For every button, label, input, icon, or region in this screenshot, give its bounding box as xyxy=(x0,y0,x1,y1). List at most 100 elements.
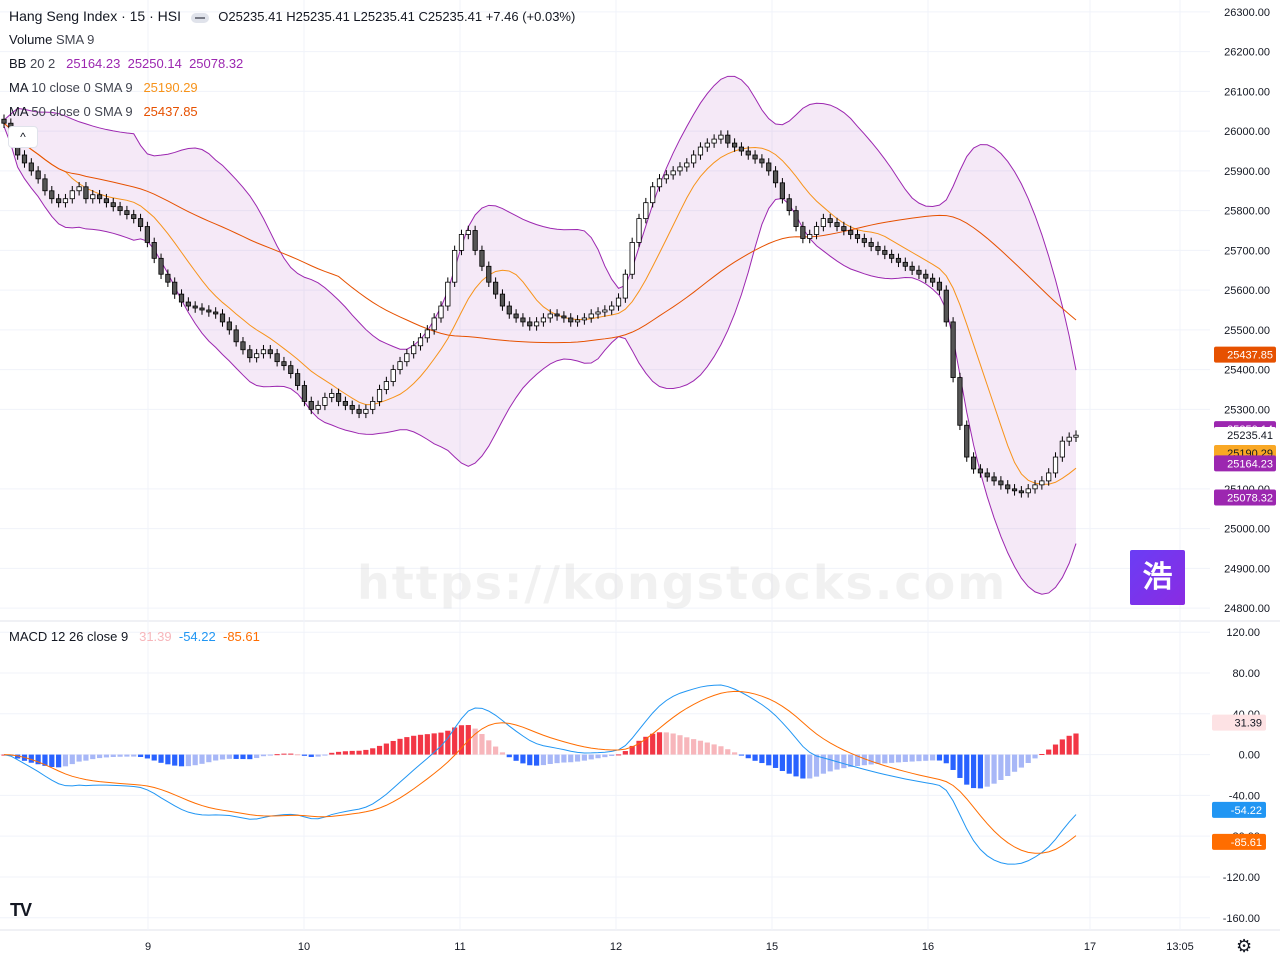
ma10-value: 25190.29 xyxy=(143,80,198,95)
ma50-price-tag-bg xyxy=(1214,346,1276,363)
collapse-legend-button[interactable]: ^ xyxy=(8,126,38,148)
macd-histogram-bar xyxy=(90,754,96,760)
macd-histogram-bar xyxy=(376,745,383,755)
macd-histogram-bar xyxy=(117,754,123,757)
symbol-title[interactable]: Hang Seng Index · 15 · HSI xyxy=(9,8,181,24)
bb-params: 20 2 xyxy=(29,56,56,71)
candle-body xyxy=(21,154,28,164)
macd-histogram-bar xyxy=(957,754,963,778)
macd-histogram-bar xyxy=(889,754,895,763)
macd-y-tick-label: -40.00 xyxy=(1229,790,1260,802)
macd-histogram-bar xyxy=(943,754,949,764)
macd-histogram-bar xyxy=(656,732,663,755)
candle-body xyxy=(745,150,751,156)
candle-body xyxy=(827,218,833,223)
ma50-name: MA xyxy=(9,104,28,119)
macd-histogram-bar xyxy=(820,754,826,774)
macd-histogram-bar xyxy=(950,754,956,770)
candle-body xyxy=(28,162,34,172)
macd-legend[interactable]: MACD 12 26 close 9 31.39 -54.22 -85.61 xyxy=(9,629,260,644)
macd-histogram-bar xyxy=(254,754,260,759)
macd-histogram-bar xyxy=(923,754,929,761)
y-tick-label: 25500.00 xyxy=(1224,325,1270,337)
macd-histogram-bar xyxy=(1073,733,1079,755)
candle-body xyxy=(137,218,144,227)
volume-legend[interactable]: Volume SMA 9 xyxy=(9,31,94,49)
ohlc-values: O25235.41 H25235.41 L25235.41 C25235.41 … xyxy=(218,9,576,24)
gear-icon[interactable]: ⚙ xyxy=(1236,936,1253,956)
macd-histogram-bar xyxy=(766,754,772,766)
ma10-params: 10 close 0 SMA 9 xyxy=(31,80,133,95)
tradingview-logo-icon[interactable]: TV xyxy=(10,900,32,920)
y-tick-label: 25000.00 xyxy=(1224,524,1270,536)
macd-y-tick-label: 0.00 xyxy=(1239,750,1260,762)
macd-histogram-bar xyxy=(274,754,280,756)
macd-histogram-bar xyxy=(62,754,69,767)
candle-body xyxy=(588,313,594,319)
macd-histogram-bar xyxy=(759,754,765,764)
candle-body xyxy=(964,424,970,458)
macd-histogram-bar xyxy=(684,737,690,755)
ma10-legend[interactable]: MA 10 close 0 SMA 9 25190.29 xyxy=(9,79,198,97)
candle-body xyxy=(943,289,949,323)
candle-body xyxy=(731,142,738,148)
candle-body xyxy=(1011,488,1018,492)
candle-body xyxy=(568,317,574,323)
candle-body xyxy=(185,301,191,307)
candle-body xyxy=(206,309,212,313)
candle-body xyxy=(110,202,116,208)
x-tick-label: 10 xyxy=(298,941,310,953)
candle-body xyxy=(213,311,219,315)
candle-body xyxy=(383,381,389,390)
ma50-legend[interactable]: MA 50 close 0 SMA 9 25437.85 xyxy=(9,103,198,121)
macd-histogram-bar xyxy=(335,751,342,755)
macd-histogram-bar xyxy=(192,754,198,766)
macd-histogram-bar xyxy=(970,754,977,789)
candle-body xyxy=(882,249,888,255)
candle-body xyxy=(62,198,69,204)
bb-legend[interactable]: BB 20 2 25164.23 25250.14 25078.32 xyxy=(9,55,243,73)
candle-body xyxy=(1059,440,1065,458)
candle-body xyxy=(124,210,130,216)
candle-body xyxy=(916,269,922,275)
candle-body xyxy=(308,401,314,410)
macd-histogram-bar xyxy=(69,754,75,765)
macd-histogram-bar xyxy=(800,754,806,779)
macd-histogram-bar xyxy=(233,754,239,759)
macd-histogram-bar xyxy=(697,740,704,755)
bb-basis-price-tag-bg xyxy=(1214,455,1276,472)
macd-histogram-bar xyxy=(520,754,526,764)
candle-body xyxy=(472,230,478,251)
macd-histogram-bar xyxy=(602,754,608,758)
macd-signal-price-tag-bg xyxy=(1212,833,1266,850)
macd-histogram-bar xyxy=(295,754,301,756)
macd-histogram-bar xyxy=(315,754,321,757)
candle-body xyxy=(547,313,553,319)
macd-histogram-bar xyxy=(670,733,676,755)
candle-body xyxy=(574,319,581,323)
candle-body xyxy=(520,317,526,323)
macd-histogram-bar xyxy=(56,754,62,768)
macd-histogram-bar xyxy=(247,754,253,760)
macd-histogram-bar xyxy=(629,745,635,755)
macd-histogram-bar xyxy=(1018,754,1024,768)
macd-histogram-bar xyxy=(595,754,601,759)
ma10-name: MA xyxy=(9,80,28,95)
candle-body xyxy=(35,170,41,180)
macd-histogram-bar xyxy=(431,733,437,755)
macd-histogram-bar xyxy=(458,725,465,755)
candle-body xyxy=(533,321,540,327)
macd-y-tick-label: 80.00 xyxy=(1232,668,1260,680)
candle-body xyxy=(288,365,294,374)
candle-body xyxy=(226,321,232,331)
macd-y-tick-label: -120.00 xyxy=(1223,872,1260,884)
candle-body xyxy=(370,401,376,410)
candle-body xyxy=(335,393,342,402)
bb-name: BB xyxy=(9,56,27,71)
macd-histogram-bar xyxy=(452,727,458,755)
last-price-tag: 25235.41 xyxy=(1227,430,1273,442)
macd-histogram-bar xyxy=(643,736,649,755)
candle-body xyxy=(820,218,826,227)
